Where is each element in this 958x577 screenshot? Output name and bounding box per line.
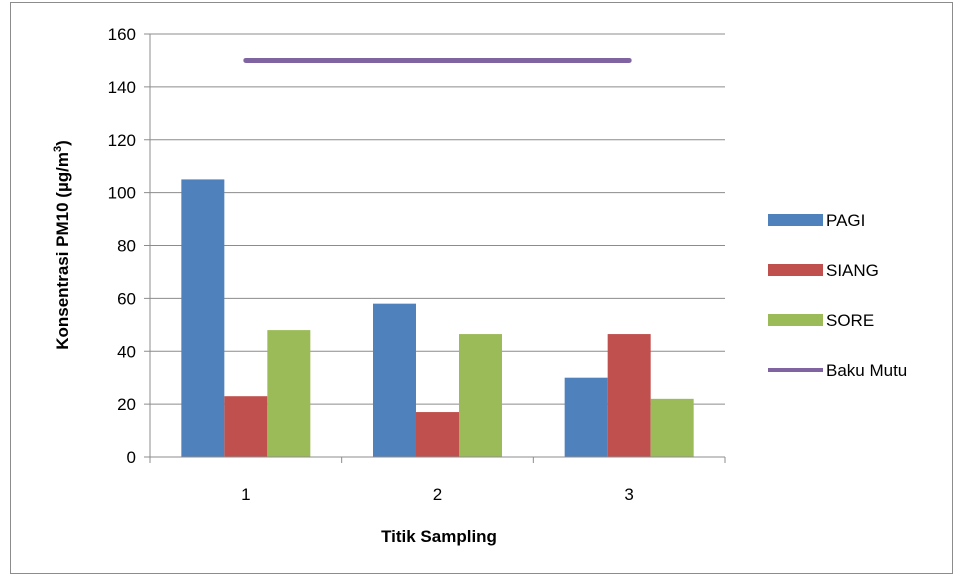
- axes: [149, 34, 726, 463]
- bar-siang: [416, 412, 459, 457]
- legend-label: SIANG: [826, 261, 879, 280]
- y-tick-label: 80: [117, 237, 136, 256]
- bar-siang: [224, 396, 268, 457]
- y-tick-label: 40: [117, 342, 136, 361]
- y-tick-label: 120: [108, 131, 136, 150]
- y-axis-title: Konsentrasi PM10 (µg/m3): [52, 140, 72, 350]
- legend-item: SORE: [768, 311, 874, 330]
- bar-pagi: [564, 377, 608, 457]
- legend-swatch: [768, 314, 823, 326]
- y-tick-label: 160: [108, 25, 136, 44]
- y-tick-labels: 0 20 40 60 80 100 120 140 160: [108, 25, 136, 467]
- x-tick-label: 3: [624, 485, 633, 504]
- y-tick-label: 20: [117, 395, 136, 414]
- bar-sore: [267, 330, 311, 457]
- x-axis-title: Titik Sampling: [381, 527, 497, 546]
- y-axis-title-superscript: 3: [52, 146, 64, 152]
- y-tick-label: 140: [108, 78, 136, 97]
- y-tick-label: 0: [127, 448, 136, 467]
- legend-label: SORE: [826, 311, 874, 330]
- bar-pagi: [373, 303, 416, 457]
- legend-swatch: [768, 264, 823, 276]
- bar-sore: [650, 398, 694, 457]
- bar-siang: [607, 334, 651, 457]
- y-tick-label: 60: [117, 289, 136, 308]
- legend-label: Baku Mutu: [826, 361, 907, 380]
- legend-label: PAGI: [826, 211, 865, 230]
- y-axis-title-main: Konsentrasi PM10 (µg/m: [53, 152, 72, 350]
- legend-item: Baku Mutu: [768, 361, 907, 380]
- x-tick-label: 2: [433, 485, 442, 504]
- legend-swatch: [768, 214, 823, 226]
- bars: [181, 179, 694, 457]
- chart-frame: [10, 2, 953, 574]
- legend-item: SIANG: [768, 261, 879, 280]
- y-tick-label: 100: [108, 184, 136, 203]
- legend-item: PAGI: [768, 211, 865, 230]
- bar-sore: [459, 334, 502, 457]
- legend: PAGI SIANG SORE Baku Mutu: [768, 211, 907, 380]
- bar-pagi: [181, 179, 225, 457]
- y-axis-title-close: ): [53, 140, 72, 146]
- x-tick-labels: 1 2 3: [241, 485, 634, 504]
- x-tick-label: 1: [241, 485, 250, 504]
